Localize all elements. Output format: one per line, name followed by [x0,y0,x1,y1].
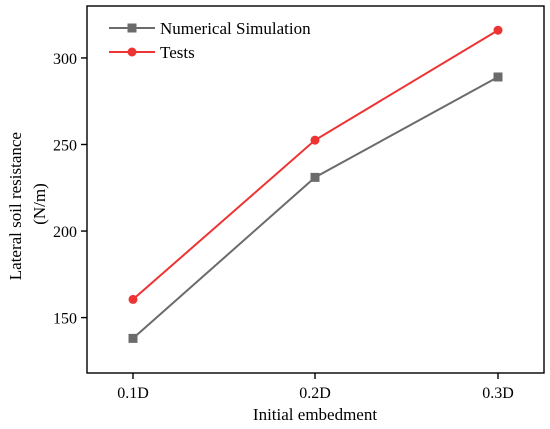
series-layer [128,25,503,343]
y-tick-label: 250 [53,137,77,154]
legend: Numerical Simulation Tests [109,19,311,62]
y-axis-label: Lateral soil resistance (N/m) [6,128,49,280]
y-axis-label-line-1: Lateral soil resistance [6,132,25,280]
legend-marker-circle [127,47,137,57]
legend-marker-square [127,23,137,33]
series-group [128,72,503,343]
x-tick-label: 0.1D [117,385,149,402]
x-tick-label: 0.2D [299,385,331,402]
axes: 150 200 250 300 0.1D 0.2D 0.3D [53,5,545,402]
legend-label: Numerical Simulation [160,19,311,38]
data-point-circle [493,25,503,35]
series-line [132,29,499,301]
series-group [128,25,503,304]
series-line [132,76,499,340]
x-axis-label: Initial embedment [253,405,377,424]
data-point-square [128,333,138,343]
data-point-square [310,172,320,182]
x-tick-label: 0.3D [482,385,514,402]
data-point-circle [310,135,320,145]
y-axis-label-line-2: (N/m) [30,183,49,225]
y-tick-label: 200 [53,224,77,241]
data-point-circle [128,294,138,304]
legend-label: Tests [160,43,195,62]
y-tick-label: 300 [53,51,77,68]
y-tick-label: 150 [53,311,77,328]
data-point-square [493,72,503,82]
